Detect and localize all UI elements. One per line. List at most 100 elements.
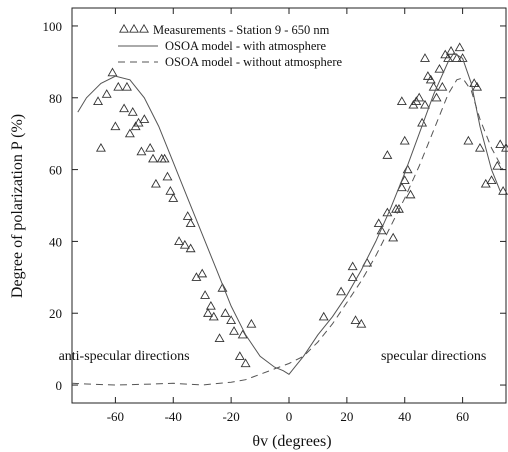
scatter-point [220,308,231,317]
scatter-point [214,333,225,342]
series-line-2 [71,77,504,386]
scatter-point [446,45,457,55]
scatter-point [399,175,410,184]
x-axis-title: θv (degrees) [252,433,331,450]
scatter-point [431,92,442,102]
legend-triangle-symbol [139,23,149,33]
x-tick-label: 60 [456,409,469,424]
scatter-point [469,78,480,88]
series-line-1 [77,52,501,375]
scatter-point [347,272,358,281]
scatter-point [107,67,118,77]
scatter-point [388,232,399,242]
scatter-point [405,189,416,199]
y-tick-label: 0 [56,378,63,393]
y-axis-title: Degree of polarization P (%) [9,114,26,298]
scatter-point [318,311,329,321]
scatter-point [200,290,211,299]
scatter-point [95,142,106,152]
scatter-point [393,203,404,213]
scatter-point [472,81,483,91]
scatter-point [205,300,216,310]
scatter-point [246,318,257,328]
scatter-point [373,218,384,228]
scatter-point [402,164,413,174]
legend: Measurements - Station 9 - 650 nm OSOA m… [118,23,343,69]
scatter-point [185,218,196,228]
scatter-point [240,358,251,368]
y-tick-label: 60 [49,163,62,178]
scatter-point [399,135,410,145]
scatter-point [457,53,468,62]
x-tick-label: 20 [340,409,353,424]
scatter-point [113,81,124,91]
y-tick-label: 100 [43,19,63,34]
scatter-point [165,186,176,195]
scatter-point [182,211,193,220]
scatter-point [145,142,156,152]
x-tick-label: 0 [286,409,293,424]
scatter-point [185,243,196,253]
scatter-point [437,81,448,91]
scatter-point [162,171,173,181]
scatter-point [174,236,185,246]
scatter-point [93,96,104,105]
x-tick-label: 40 [398,409,411,424]
scatter-point [347,261,358,271]
x-tick-label: -40 [165,409,182,424]
scatter-point [425,74,436,84]
scatter-point [127,107,138,116]
scatter-point [197,268,208,278]
legend-triangle-symbol [119,23,129,33]
scatter-point [376,225,387,235]
scatter-point [422,71,433,80]
scatter-point [121,81,132,91]
legend-label-with-atmosphere: OSOA model - with atmosphere [165,39,327,53]
scatter-point [474,142,485,152]
scatter-point [159,153,170,163]
scatter-point [434,63,445,73]
y-tick-label: 80 [49,91,62,106]
scatter-point [350,315,361,325]
scatter-point [229,326,240,335]
legend-label-measurements: Measurements - Station 9 - 650 nm [153,23,330,37]
scatter-point [336,286,347,296]
scatter-point [234,351,245,360]
scatter-point [168,193,179,202]
scatter-point [139,114,150,123]
scatter-point [136,146,147,156]
scatter-point [124,128,135,138]
scatter-point [226,315,237,325]
x-tick-label: -20 [222,409,239,424]
scatter-point [420,99,430,109]
scatter-point [217,282,228,292]
axis-ticks: -60 -40 -20 0 20 40 60 0 20 40 60 80 100 [43,8,506,424]
scatter-point [203,308,213,317]
scatter-point [454,42,465,52]
scatter-point [396,182,407,192]
scatter-point [110,121,121,131]
scatter-point [498,186,508,195]
scatter-point [150,178,161,188]
scatter-point [414,92,425,102]
y-tick-label: 40 [49,234,62,249]
scatter-point [428,81,439,91]
scatter-point [501,142,508,152]
scatter-point [208,311,219,321]
scatter-point [451,53,462,62]
x-tick-label: -60 [107,409,124,424]
annotation-anti-specular: anti-specular directions [59,349,190,364]
scatter-point [492,160,503,170]
scatter-point [396,96,407,105]
y-tick-label: 20 [49,306,62,321]
scatter-point [495,139,506,149]
chart-marks [71,42,508,386]
scatter-point [463,135,474,145]
scatter-point [119,103,130,113]
legend-label-without-atmosphere: OSOA model - without atmosphere [165,55,343,69]
annotation-specular: specular directions [381,349,486,364]
scatter-point [156,153,167,163]
scatter-point [382,150,393,159]
scatter-point [101,89,112,98]
scatter-point [148,153,158,163]
